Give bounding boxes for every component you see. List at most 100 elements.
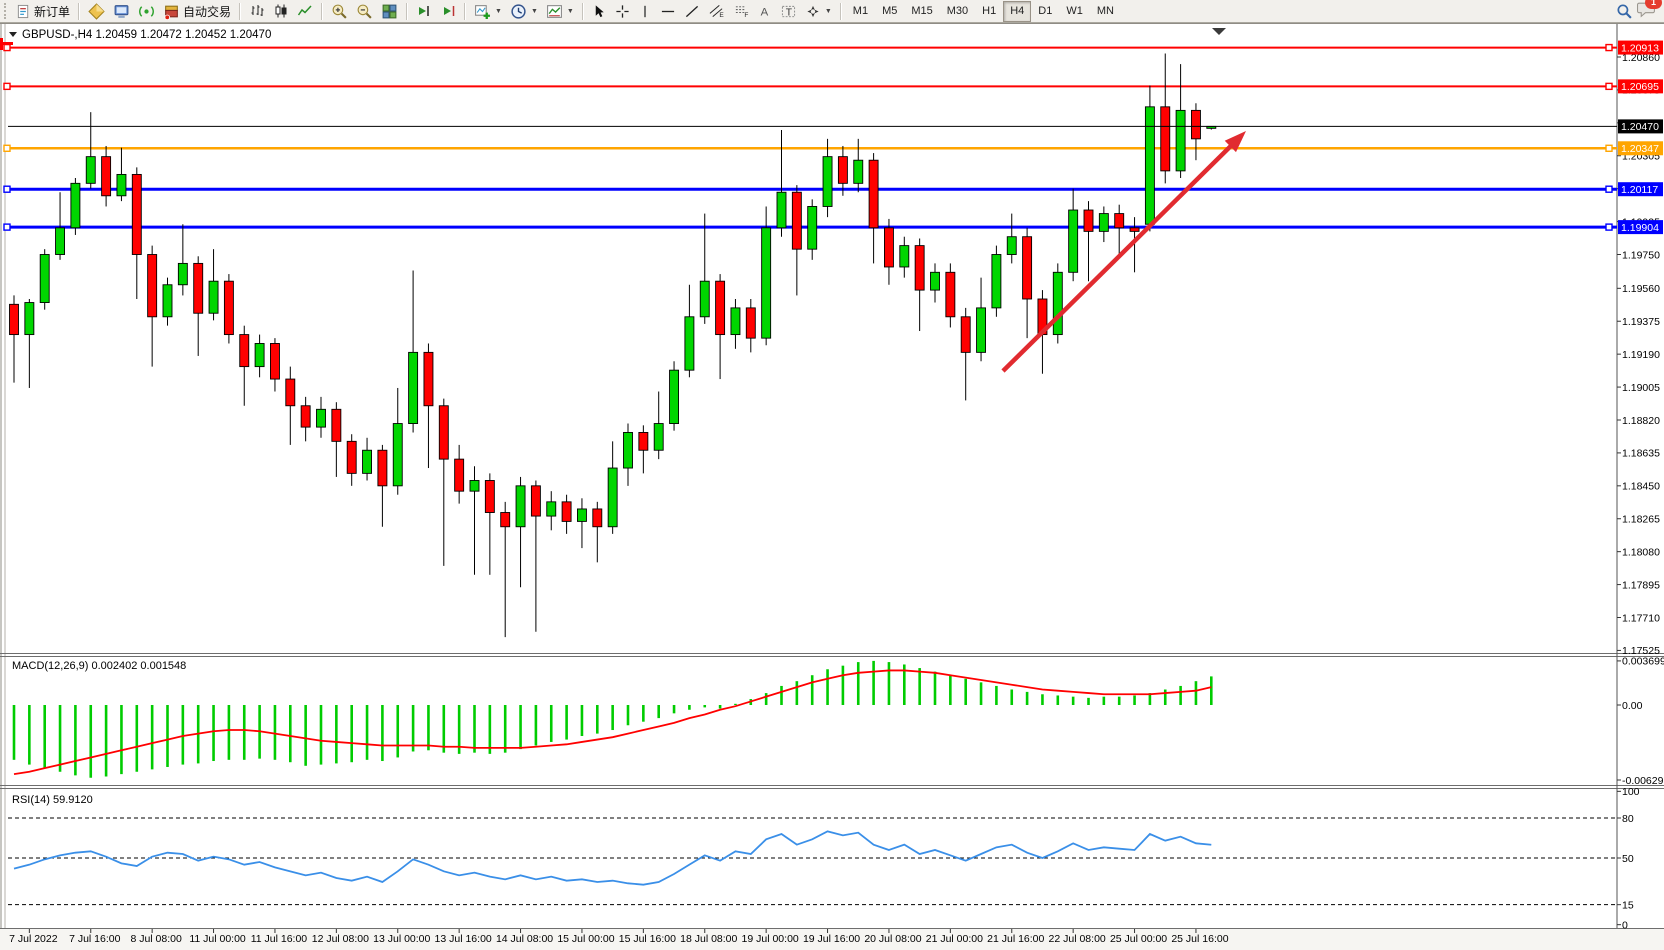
candlestick: [1114, 204, 1125, 255]
channel-icon: E: [709, 4, 724, 19]
toolbar-separator: [464, 2, 467, 20]
candlestick: [638, 425, 649, 474]
vertical-line-tool-button[interactable]: [634, 1, 656, 21]
candlestick: [239, 325, 250, 406]
zoom-out-button[interactable]: [352, 1, 377, 21]
trendline-tool-button[interactable]: [680, 1, 704, 21]
candlestick: [577, 498, 587, 549]
candle-body: [1068, 209, 1079, 273]
metaeditor-button[interactable]: [109, 1, 134, 21]
periods-button[interactable]: ▼: [506, 1, 542, 21]
line-handle[interactable]: [3, 82, 11, 91]
candle-body: [1175, 109, 1186, 172]
toolbar-grip[interactable]: [4, 3, 8, 19]
chevron-down-icon: ▼: [824, 7, 832, 15]
line-handle[interactable]: [1605, 185, 1613, 193]
collapse-triangle-icon[interactable]: [9, 32, 17, 37]
line-handle[interactable]: [3, 223, 11, 231]
price-level-badge: [1618, 40, 1663, 55]
zoom-in-button[interactable]: [327, 1, 352, 21]
signals-button[interactable]: [134, 1, 159, 21]
time-tick-label: 25 Jul 00:00: [1110, 933, 1167, 945]
chevron-down-icon: ▼: [530, 7, 538, 15]
price-tick-label: 1.19190: [1622, 349, 1660, 361]
candle-body: [945, 271, 956, 318]
line-handle[interactable]: [1605, 82, 1613, 91]
indicators-button[interactable]: ▼: [470, 1, 506, 21]
candle-body: [577, 508, 587, 522]
cursor-tool-button[interactable]: [588, 1, 611, 21]
timeframe-h1[interactable]: H1: [982, 5, 997, 17]
chart-shift-button[interactable]: [436, 1, 460, 21]
templates-button[interactable]: ▼: [542, 1, 578, 21]
price-level-badge: [1618, 141, 1663, 156]
candlestick: [991, 245, 1002, 317]
chat-button[interactable]: 1: [1637, 0, 1662, 23]
rsi-pane: RSI(14) 59.9120 100 80 50 15 0: [8, 786, 1640, 931]
crosshair-tool-button[interactable]: [611, 1, 634, 21]
line-handle[interactable]: [1605, 223, 1613, 231]
text-tool-button[interactable]: A: [754, 1, 776, 21]
price-axis: 1.208601.206751.204901.203051.201201.199…: [1617, 40, 1663, 657]
chart-shift-marker-icon[interactable]: [1212, 28, 1226, 35]
candlestick: [392, 387, 403, 495]
timeframe-m1[interactable]: M1: [852, 5, 869, 17]
candlestick: [177, 224, 188, 296]
candlestick: [484, 473, 495, 575]
candlestick: [853, 138, 864, 193]
time-axis-strip: [0, 929, 1664, 950]
candlestick: [945, 263, 956, 328]
auto-scroll-button[interactable]: [412, 1, 436, 21]
new-order-button[interactable]: 新订单: [12, 1, 74, 21]
candle-body: [653, 423, 664, 451]
line-handle[interactable]: [3, 185, 11, 193]
timeframe-w1[interactable]: W1: [1066, 5, 1083, 17]
candle-body: [423, 351, 434, 407]
macd-signal-line: [13, 669, 1212, 776]
line-chart-icon: [297, 5, 312, 16]
trend-arrow-head[interactable]: [1224, 131, 1246, 153]
candle-chart-button[interactable]: [269, 1, 293, 21]
auto-trading-label: 自动交易: [183, 4, 232, 19]
tile-windows-icon: [382, 4, 397, 18]
channel-tool-button[interactable]: E: [704, 1, 729, 21]
timeframe-mn[interactable]: MN: [1096, 5, 1114, 17]
candle-body: [239, 334, 250, 368]
candle-body: [362, 449, 372, 474]
candlestick: [607, 441, 618, 534]
candlestick: [699, 213, 710, 324]
timeframe-m30[interactable]: M30: [946, 5, 969, 17]
candlestick: [147, 245, 158, 367]
candle-body: [377, 449, 388, 487]
timeframe-m15[interactable]: M15: [911, 5, 933, 17]
label-tool-button[interactable]: T: [776, 1, 801, 21]
bar-chart-button[interactable]: [245, 1, 269, 21]
line-handle[interactable]: [1605, 144, 1613, 152]
line-handle[interactable]: [3, 43, 11, 52]
trend-arrow-line[interactable]: [1001, 140, 1237, 373]
price-level-badge: [1618, 79, 1663, 94]
candle-body: [208, 280, 219, 314]
candle-body: [623, 431, 633, 469]
line-handle[interactable]: [1605, 43, 1613, 52]
timeframe-h4[interactable]: H4: [1003, 0, 1032, 22]
arrows-tool-button[interactable]: ▼: [801, 1, 836, 21]
candle-body: [1144, 106, 1155, 225]
timeframe-m5[interactable]: M5: [882, 5, 898, 17]
tile-windows-button[interactable]: [377, 1, 402, 21]
candle-body: [469, 480, 480, 492]
line-handle[interactable]: [3, 144, 11, 152]
search-button[interactable]: [1612, 1, 1637, 21]
trend-arrow-layer[interactable]: [1001, 131, 1246, 373]
horizontal-line-tool-button[interactable]: [656, 1, 680, 21]
fibonacci-tool-button[interactable]: F: [729, 1, 754, 21]
candlestick: [791, 185, 802, 296]
timeframe-d1[interactable]: D1: [1038, 5, 1053, 17]
line-chart-button[interactable]: [293, 1, 317, 21]
auto-trading-button[interactable]: 自动交易: [159, 1, 235, 21]
candlestick: [1006, 213, 1017, 264]
candle-body: [1160, 106, 1171, 172]
periods-icon: [511, 3, 526, 19]
rsi-label: RSI(14) 59.9120: [12, 794, 93, 806]
metaquotes-button[interactable]: [84, 1, 109, 21]
